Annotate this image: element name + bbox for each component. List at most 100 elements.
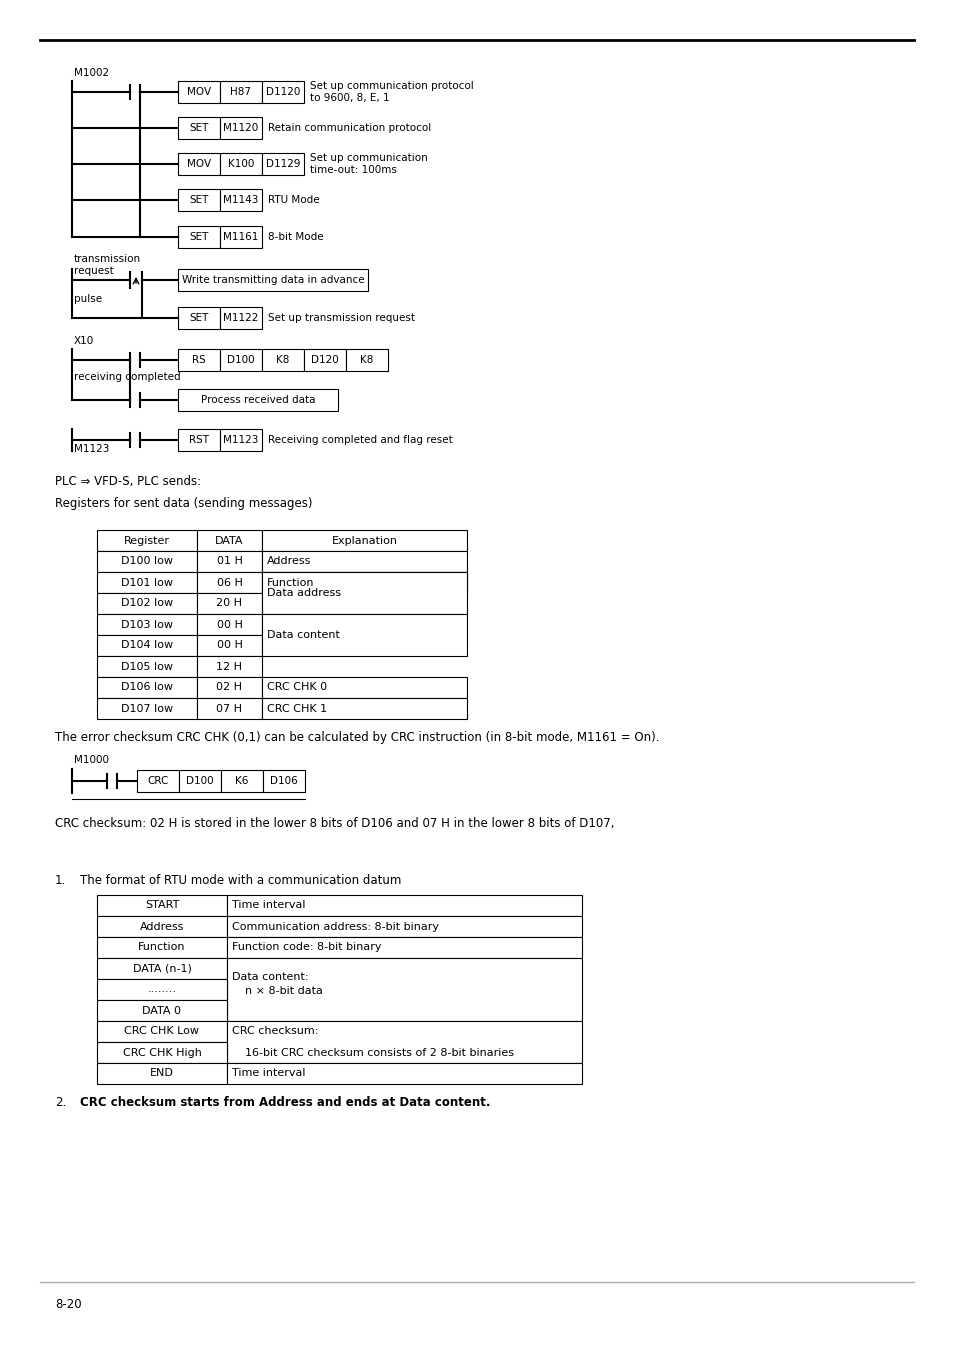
Bar [262,153,304,176]
Bar [178,225,220,248]
Text: Address: Address [140,922,184,931]
Text: END: END [150,1068,173,1079]
Text: Retain communication protocol: Retain communication protocol [268,123,431,134]
Text: D107 low: D107 low [121,703,172,714]
Text: n × 8-bit data: n × 8-bit data [245,986,322,995]
Bar [262,551,467,572]
Text: M1122: M1122 [223,313,258,323]
Bar [227,917,581,937]
Text: M1161: M1161 [223,232,258,242]
Text: 8-20: 8-20 [55,1299,82,1311]
Bar [220,81,262,103]
Bar [178,350,220,371]
Text: D103 low: D103 low [121,620,172,629]
Text: transmission: transmission [74,254,141,265]
Bar [262,614,467,656]
Bar [304,350,346,371]
Text: CRC checksum:: CRC checksum: [232,1026,318,1037]
Text: 02 H: 02 H [216,683,242,693]
Bar [97,917,227,937]
Text: 1.: 1. [55,875,66,887]
Text: Time interval: Time interval [232,1068,305,1079]
Text: D100 low: D100 low [121,556,172,567]
Text: Function: Function [138,942,186,953]
Bar [97,572,196,593]
Text: K100: K100 [228,159,253,169]
Bar [97,937,227,958]
Text: time-out: 100ms: time-out: 100ms [310,165,396,176]
Bar [97,614,196,634]
Text: receiving completed: receiving completed [74,373,180,382]
Bar [196,676,262,698]
Text: CRC CHK High: CRC CHK High [122,1048,201,1057]
Bar [196,593,262,614]
Text: 20 H: 20 H [216,598,242,609]
Text: CRC CHK 0: CRC CHK 0 [267,683,327,693]
Text: CRC CHK 1: CRC CHK 1 [267,703,327,714]
Bar [263,769,305,792]
Text: SET: SET [189,194,209,205]
Bar [97,593,196,614]
Bar [178,117,220,139]
Bar [178,153,220,176]
Bar [196,634,262,656]
Text: Function code: 8-bit binary: Function code: 8-bit binary [232,942,381,953]
Text: CRC checksum starts from Address and ends at Data content.: CRC checksum starts from Address and end… [80,1095,490,1108]
Bar [227,958,581,1021]
Text: 00 H: 00 H [216,620,242,629]
Text: CRC CHK Low: CRC CHK Low [125,1026,199,1037]
Bar [220,117,262,139]
Bar [220,350,262,371]
Text: Set up communication protocol: Set up communication protocol [310,81,474,90]
Text: M1123: M1123 [74,444,110,454]
Text: 8-bit Mode: 8-bit Mode [268,232,323,242]
Text: Registers for sent data (sending messages): Registers for sent data (sending message… [55,498,313,510]
Text: D104 low: D104 low [121,640,172,651]
Bar [220,306,262,329]
Bar [346,350,388,371]
Text: X10: X10 [74,336,94,346]
Text: 2.: 2. [55,1095,66,1108]
Bar [179,769,221,792]
Bar [97,634,196,656]
Text: MOV: MOV [187,159,211,169]
Text: Time interval: Time interval [232,900,305,910]
Bar [262,572,467,614]
Text: pulse: pulse [74,294,102,304]
Bar [220,189,262,211]
Bar [227,1062,581,1084]
Text: D106 low: D106 low [121,683,172,693]
Text: Explanation: Explanation [331,536,397,545]
Text: 16-bit CRC checksum consists of 2 8-bit binaries: 16-bit CRC checksum consists of 2 8-bit … [245,1048,514,1057]
Bar [196,698,262,720]
Text: K6: K6 [235,776,249,786]
Bar [178,306,220,329]
Text: M1000: M1000 [74,755,109,765]
Bar [178,389,337,410]
Text: 06 H: 06 H [216,578,242,587]
Bar [196,656,262,676]
Text: D101 low: D101 low [121,578,172,587]
Bar [227,1021,581,1062]
Bar [262,531,467,551]
Text: M1120: M1120 [223,123,258,134]
Bar [178,189,220,211]
Bar [220,429,262,451]
Bar [97,1000,227,1021]
Text: RS: RS [192,355,206,364]
Bar [97,551,196,572]
Bar [178,81,220,103]
Text: D1120: D1120 [266,86,300,97]
Bar [220,153,262,176]
Bar [97,1021,227,1042]
Bar [262,572,467,593]
Text: Receiving completed and flag reset: Receiving completed and flag reset [268,435,453,446]
Text: M1143: M1143 [223,194,258,205]
Bar [262,698,467,720]
Bar [97,531,196,551]
Text: Function: Function [267,578,314,587]
Text: D100: D100 [186,776,213,786]
Text: K8: K8 [276,355,290,364]
Text: SET: SET [189,232,209,242]
Text: M1002: M1002 [74,68,109,78]
